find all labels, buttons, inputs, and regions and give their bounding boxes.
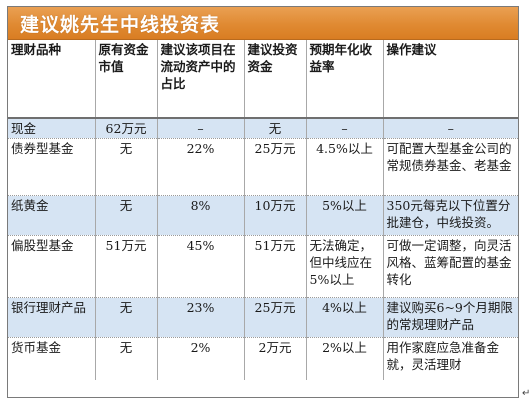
- header-original-value: 原有资金市值: [94, 40, 157, 118]
- table-row: 现金 62万元 – 无 – –: [8, 117, 518, 139]
- cell-invest: 10万元: [243, 195, 306, 236]
- table-row: 偏股型基金 51万元 45% 51万元 无法确定，但中线应在5%以上 可做一定调…: [8, 235, 518, 298]
- cell-yield: –: [305, 117, 383, 139]
- cell-invest: 2万元: [243, 337, 306, 380]
- cell-advice: 可做一定调整，向灵活风格、蓝筹配置的基金转化: [382, 235, 518, 298]
- table-row: 纸黄金 无 8% 10万元 5%以上 350元每克以下位置分批建仓，中线投资。: [8, 195, 518, 236]
- investment-table-card: 建议姚先生中线投资表 理财品种 原有资金市值 建议该项目在流动资产中的占比 建议…: [7, 6, 519, 398]
- cell-original-value: 无: [94, 337, 157, 380]
- cell-advice: –: [382, 117, 518, 139]
- table-title: 建议姚先生中线投资表: [20, 13, 221, 36]
- header-invest: 建议投资资金: [243, 40, 306, 118]
- paragraph-mark: ↵: [522, 388, 531, 399]
- cell-advice: 用作家庭应急准备金就，灵活理财: [382, 337, 518, 380]
- cell-product: 偏股型基金: [8, 235, 95, 298]
- cell-advice: 350元每克以下位置分批建仓，中线投资。: [382, 195, 518, 236]
- title-bar: 建议姚先生中线投资表: [8, 7, 518, 40]
- cell-invest: 25万元: [243, 297, 306, 338]
- cell-yield: 4.5%以上: [305, 138, 383, 196]
- cell-yield: 2%以上: [305, 337, 383, 380]
- cell-invest: 无: [243, 117, 306, 139]
- cell-original-value: 62万元: [94, 117, 157, 139]
- investment-table: 理财品种 原有资金市值 建议该项目在流动资产中的占比 建议投资资金 预期年化收益…: [8, 40, 518, 380]
- cell-product: 银行理财产品: [8, 297, 95, 338]
- cell-ratio: 45%: [156, 235, 244, 298]
- header-yield: 预期年化收益率: [305, 40, 383, 118]
- cell-product: 债券型基金: [8, 138, 95, 196]
- cell-original-value: 无: [94, 138, 157, 196]
- cell-ratio: 8%: [156, 195, 244, 236]
- header-ratio: 建议该项目在流动资产中的占比: [156, 40, 244, 118]
- cell-yield: 4%以上: [305, 297, 383, 338]
- cell-original-value: 无: [94, 195, 157, 236]
- cell-product: 现金: [8, 117, 95, 139]
- cell-yield: 5%以上: [305, 195, 383, 236]
- cell-original-value: 51万元: [94, 235, 157, 298]
- cell-advice: 建议购买6~9个月期限的常规理财产品: [382, 297, 518, 338]
- table-row: 货币基金 无 2% 2万元 2%以上 用作家庭应急准备金就，灵活理财: [8, 337, 518, 380]
- cell-ratio: 23%: [156, 297, 244, 338]
- cell-invest: 25万元: [243, 138, 306, 196]
- table-header-row: 理财品种 原有资金市值 建议该项目在流动资产中的占比 建议投资资金 预期年化收益…: [8, 40, 518, 118]
- cell-original-value: 无: [94, 297, 157, 338]
- table-row: 债券型基金 无 22% 25万元 4.5%以上 可配置大型基金公司的常规债券基金…: [8, 138, 518, 196]
- cell-ratio: 22%: [156, 138, 244, 196]
- cell-ratio: –: [156, 117, 244, 139]
- cell-product: 货币基金: [8, 337, 95, 380]
- table-row: 银行理财产品 无 23% 25万元 4%以上 建议购买6~9个月期限的常规理财产…: [8, 297, 518, 338]
- cell-advice: 可配置大型基金公司的常规债券基金、老基金: [382, 138, 518, 196]
- header-advice: 操作建议: [382, 40, 518, 118]
- cell-invest: 51万元: [243, 235, 306, 298]
- cell-ratio: 2%: [156, 337, 244, 380]
- cell-yield: 无法确定，但中线应在5%以上: [305, 235, 383, 298]
- cell-product: 纸黄金: [8, 195, 95, 236]
- header-product: 理财品种: [8, 40, 95, 118]
